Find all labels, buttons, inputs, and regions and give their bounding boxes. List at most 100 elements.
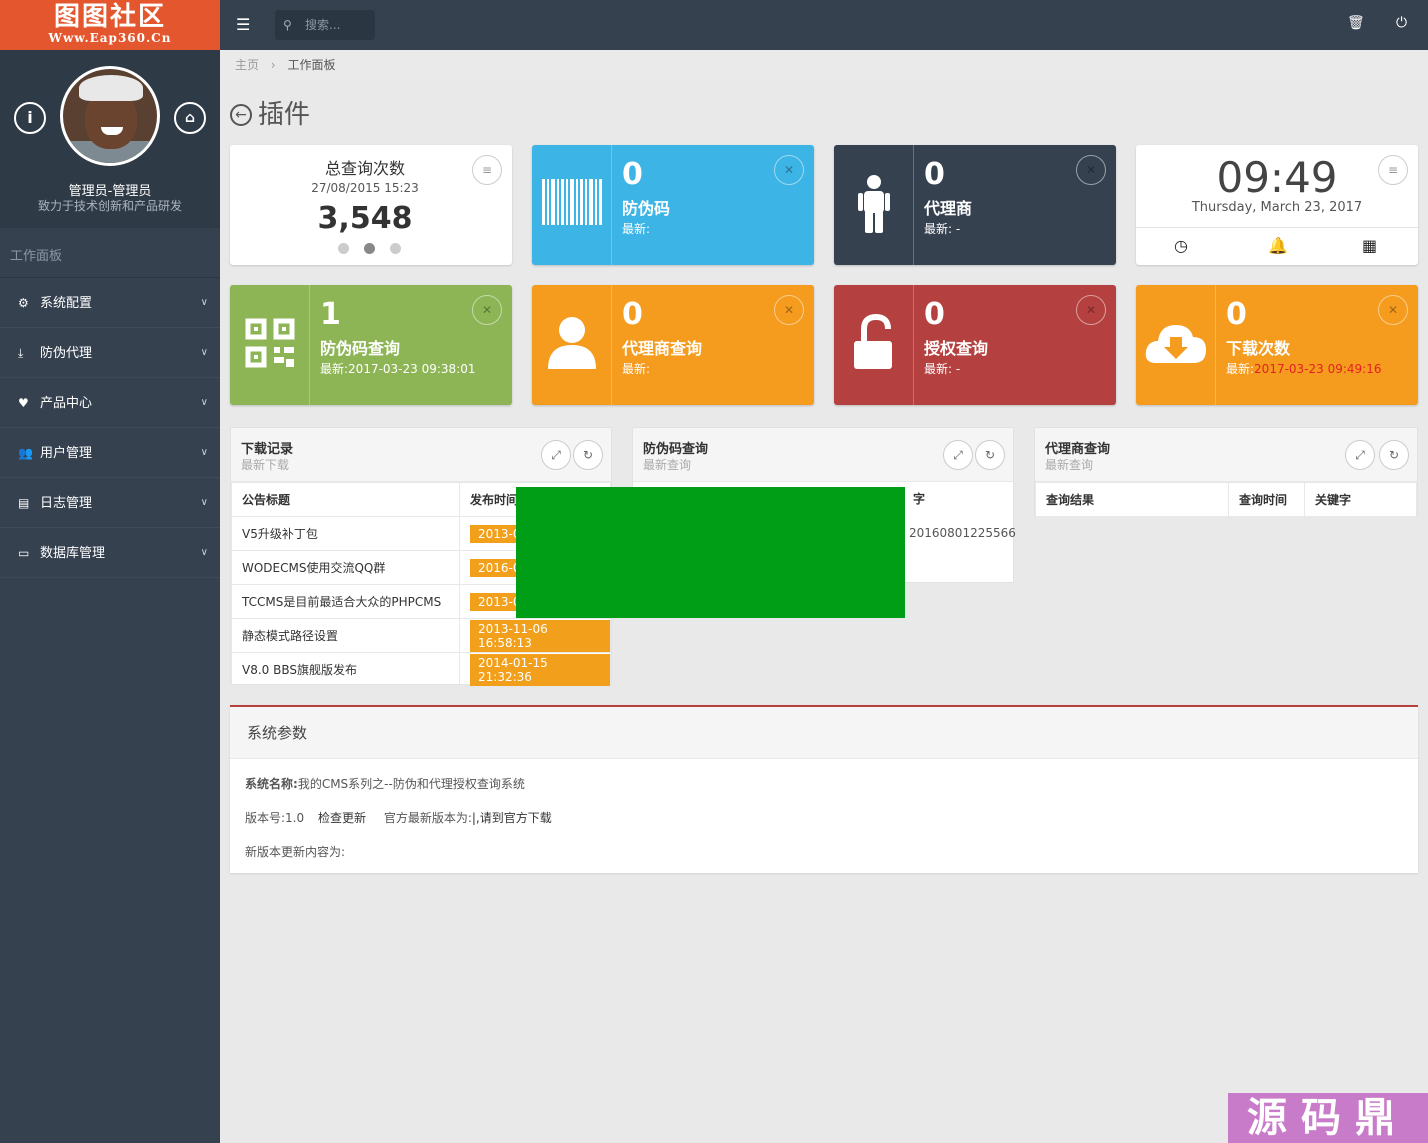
logo[interactable]: 图图社区 Www.Eap360.Cn (0, 0, 220, 50)
expand-icon[interactable]: ⤢ (943, 440, 973, 470)
refresh-icon[interactable]: ↻ (573, 440, 603, 470)
stat-date: 27/08/2015 15:23 (311, 181, 419, 195)
sidebar-item-label: 用户管理 (40, 446, 93, 461)
gears-icon: ⚙ (18, 296, 29, 310)
row-title[interactable]: 静态模式路径设置 (231, 618, 460, 653)
heart-icon: ♥ (18, 396, 29, 410)
trash-icon[interactable]: 🗑 (1347, 15, 1365, 31)
tile-latest: 最新:2017-03-23 09:38:01 (320, 362, 476, 376)
latest-version-link[interactable]: |,请到官方下载 (471, 811, 552, 825)
panel-header: 下载记录 最新下载 ⤢ ↻ (231, 428, 611, 482)
refresh-icon[interactable]: ↻ (975, 440, 1005, 470)
close-icon[interactable]: ✕ (1076, 155, 1106, 185)
home-icon[interactable]: ⌂ (174, 102, 206, 134)
row-title[interactable]: WODECMS使用交流QQ群 (231, 550, 460, 585)
sidebar-item-database[interactable]: ▭ 数据库管理 ∨ (0, 528, 220, 578)
tile-number: 1 (320, 297, 341, 332)
date-badge: 2014-01-15 21:32:36 (470, 653, 610, 686)
tile-code-queries: 1 防伪码查询 最新:2017-03-23 09:38:01 ✕ (230, 285, 512, 405)
breadcrumb: 主页 › 工作面板 (220, 50, 1428, 80)
barcode-icon (532, 145, 612, 265)
refresh-icon[interactable]: ↻ (1379, 440, 1409, 470)
collapse-icon[interactable]: ≡ (472, 155, 502, 185)
avatar[interactable] (60, 66, 160, 166)
tile-latest: 最新: (622, 362, 651, 376)
system-params-panel: 系统参数 系统名称:我的CMS系列之--防伪和代理授权查询系统 版本号:1.0 … (230, 705, 1418, 873)
expand-icon[interactable]: ⤢ (1345, 440, 1375, 470)
back-arrow-icon[interactable]: ← (230, 104, 252, 126)
tile-number: 0 (622, 297, 643, 332)
system-name-label: 系统名称: (245, 777, 298, 791)
column-header: 查询结果 (1035, 482, 1229, 517)
version-label: 版本号: (245, 811, 286, 825)
sidebar-item-anti-fake-agent[interactable]: ⤓ 防伪代理 ∨ (0, 328, 220, 378)
sidebar-item-logs[interactable]: ▤ 日志管理 ∨ (0, 478, 220, 528)
page-title-text: 插件 (258, 100, 311, 130)
close-icon[interactable]: ✕ (1378, 295, 1408, 325)
check-update-link[interactable]: 检查更新 (317, 811, 366, 825)
panel-subtitle: 最新查询 (1045, 458, 1094, 472)
system-name-line: 系统名称:我的CMS系列之--防伪和代理授权查询系统 (245, 775, 525, 792)
row-title[interactable]: V8.0 BBS旗舰版发布 (231, 652, 460, 687)
menu-toggle-icon[interactable]: ☰ (236, 15, 251, 34)
panel-subtitle: 最新查询 (643, 458, 692, 472)
breadcrumb-separator-icon: › (270, 58, 276, 72)
sidebar: 图图社区 Www.Eap360.Cn i ⌂ 管理员-管理员 致力于技术创新和产… (0, 0, 220, 1143)
tile-auth-queries: 0 授权查询 最新: - ✕ (834, 285, 1116, 405)
close-icon[interactable]: ✕ (774, 155, 804, 185)
sidebar-item-products[interactable]: ♥ 产品中心 ∨ (0, 378, 220, 428)
table-row[interactable]: V8.0 BBS旗舰版发布 2014-01-15 21:32:36 (231, 652, 611, 687)
sidebar-item-users[interactable]: 👥 用户管理 ∨ (0, 428, 220, 478)
date-badge: 2013-0 (470, 524, 529, 543)
latest-version-label: 官方最新版本为: (383, 811, 472, 825)
watermark: 源码鼎 (1228, 1093, 1428, 1143)
date-badge: 2016-0 (470, 558, 529, 577)
close-icon[interactable]: ✕ (1076, 295, 1106, 325)
sidebar-item-system-config[interactable]: ⚙ 系统配置 ∨ (0, 278, 220, 328)
panel-title: 下载记录 (241, 442, 294, 457)
table-row[interactable]: 静态模式路径设置 2013-11-06 16:58:13 (231, 618, 611, 653)
close-icon[interactable]: ✕ (774, 295, 804, 325)
chevron-down-icon: ∨ (200, 297, 208, 308)
clock-icon[interactable]: ◷ (1174, 236, 1188, 255)
panel-title: 代理商查询 (1045, 442, 1111, 457)
sidebar-item-label: 防伪代理 (40, 346, 93, 361)
tile-label: 代理商查询 (622, 339, 703, 358)
panel-subtitle: 最新下载 (241, 458, 290, 472)
sidebar-item-label: 日志管理 (40, 496, 93, 511)
carousel-dot[interactable] (364, 243, 375, 254)
date-badge: 2013-0 (470, 592, 529, 611)
stat-value: 3,548 (317, 201, 413, 236)
system-name-value: 我的CMS系列之--防伪和代理授权查询系统 (297, 777, 525, 791)
collapse-icon[interactable]: ≡ (1378, 155, 1408, 185)
search-icon: ⚲ (283, 18, 292, 32)
close-icon[interactable]: ✕ (472, 295, 502, 325)
search-input[interactable]: ⚲ 搜索... (275, 10, 375, 40)
sidebar-item-label: 系统配置 (40, 296, 93, 311)
power-icon[interactable]: ⏻ (1396, 15, 1408, 31)
carousel-dot[interactable] (338, 243, 349, 254)
carousel-dot[interactable] (390, 243, 401, 254)
redaction-block (516, 487, 905, 618)
breadcrumb-home[interactable]: 主页 (235, 58, 260, 72)
calendar-icon[interactable]: ▦ (1362, 236, 1378, 255)
info-icon[interactable]: i (14, 102, 46, 134)
bell-icon[interactable]: 🔔 (1268, 236, 1288, 255)
row-title[interactable]: TCCMS是目前最适合大众的PHPCMS (231, 584, 460, 619)
query-keyword: 20160801225566 (909, 526, 1016, 540)
user-motto: 致力于技术创新和产品研发 (37, 199, 182, 213)
breadcrumb-current: 工作面板 (287, 58, 336, 72)
column-header: 查询时间 (1228, 482, 1305, 517)
chevron-down-icon: ∨ (200, 397, 208, 408)
expand-icon[interactable]: ⤢ (541, 440, 571, 470)
agent-query-panel: 代理商查询 最新查询 ⤢ ↻ 查询结果 查询时间 关键字 (1034, 427, 1418, 517)
tile-latest: 最新:2017-03-23 09:49:16 (1226, 362, 1382, 376)
panel-header: 防伪码查询 最新查询 ⤢ ↻ (633, 428, 1013, 482)
table-header-row: 公告标题 发布时间 (231, 482, 611, 517)
book-icon: ▤ (18, 496, 30, 510)
users-icon: 👥 (18, 446, 33, 460)
logo-url: Www.Eap360.Cn (48, 31, 172, 45)
row-title[interactable]: V5升级补丁包 (231, 516, 460, 551)
unlock-icon (834, 285, 914, 405)
column-header: 公告标题 (231, 482, 460, 517)
